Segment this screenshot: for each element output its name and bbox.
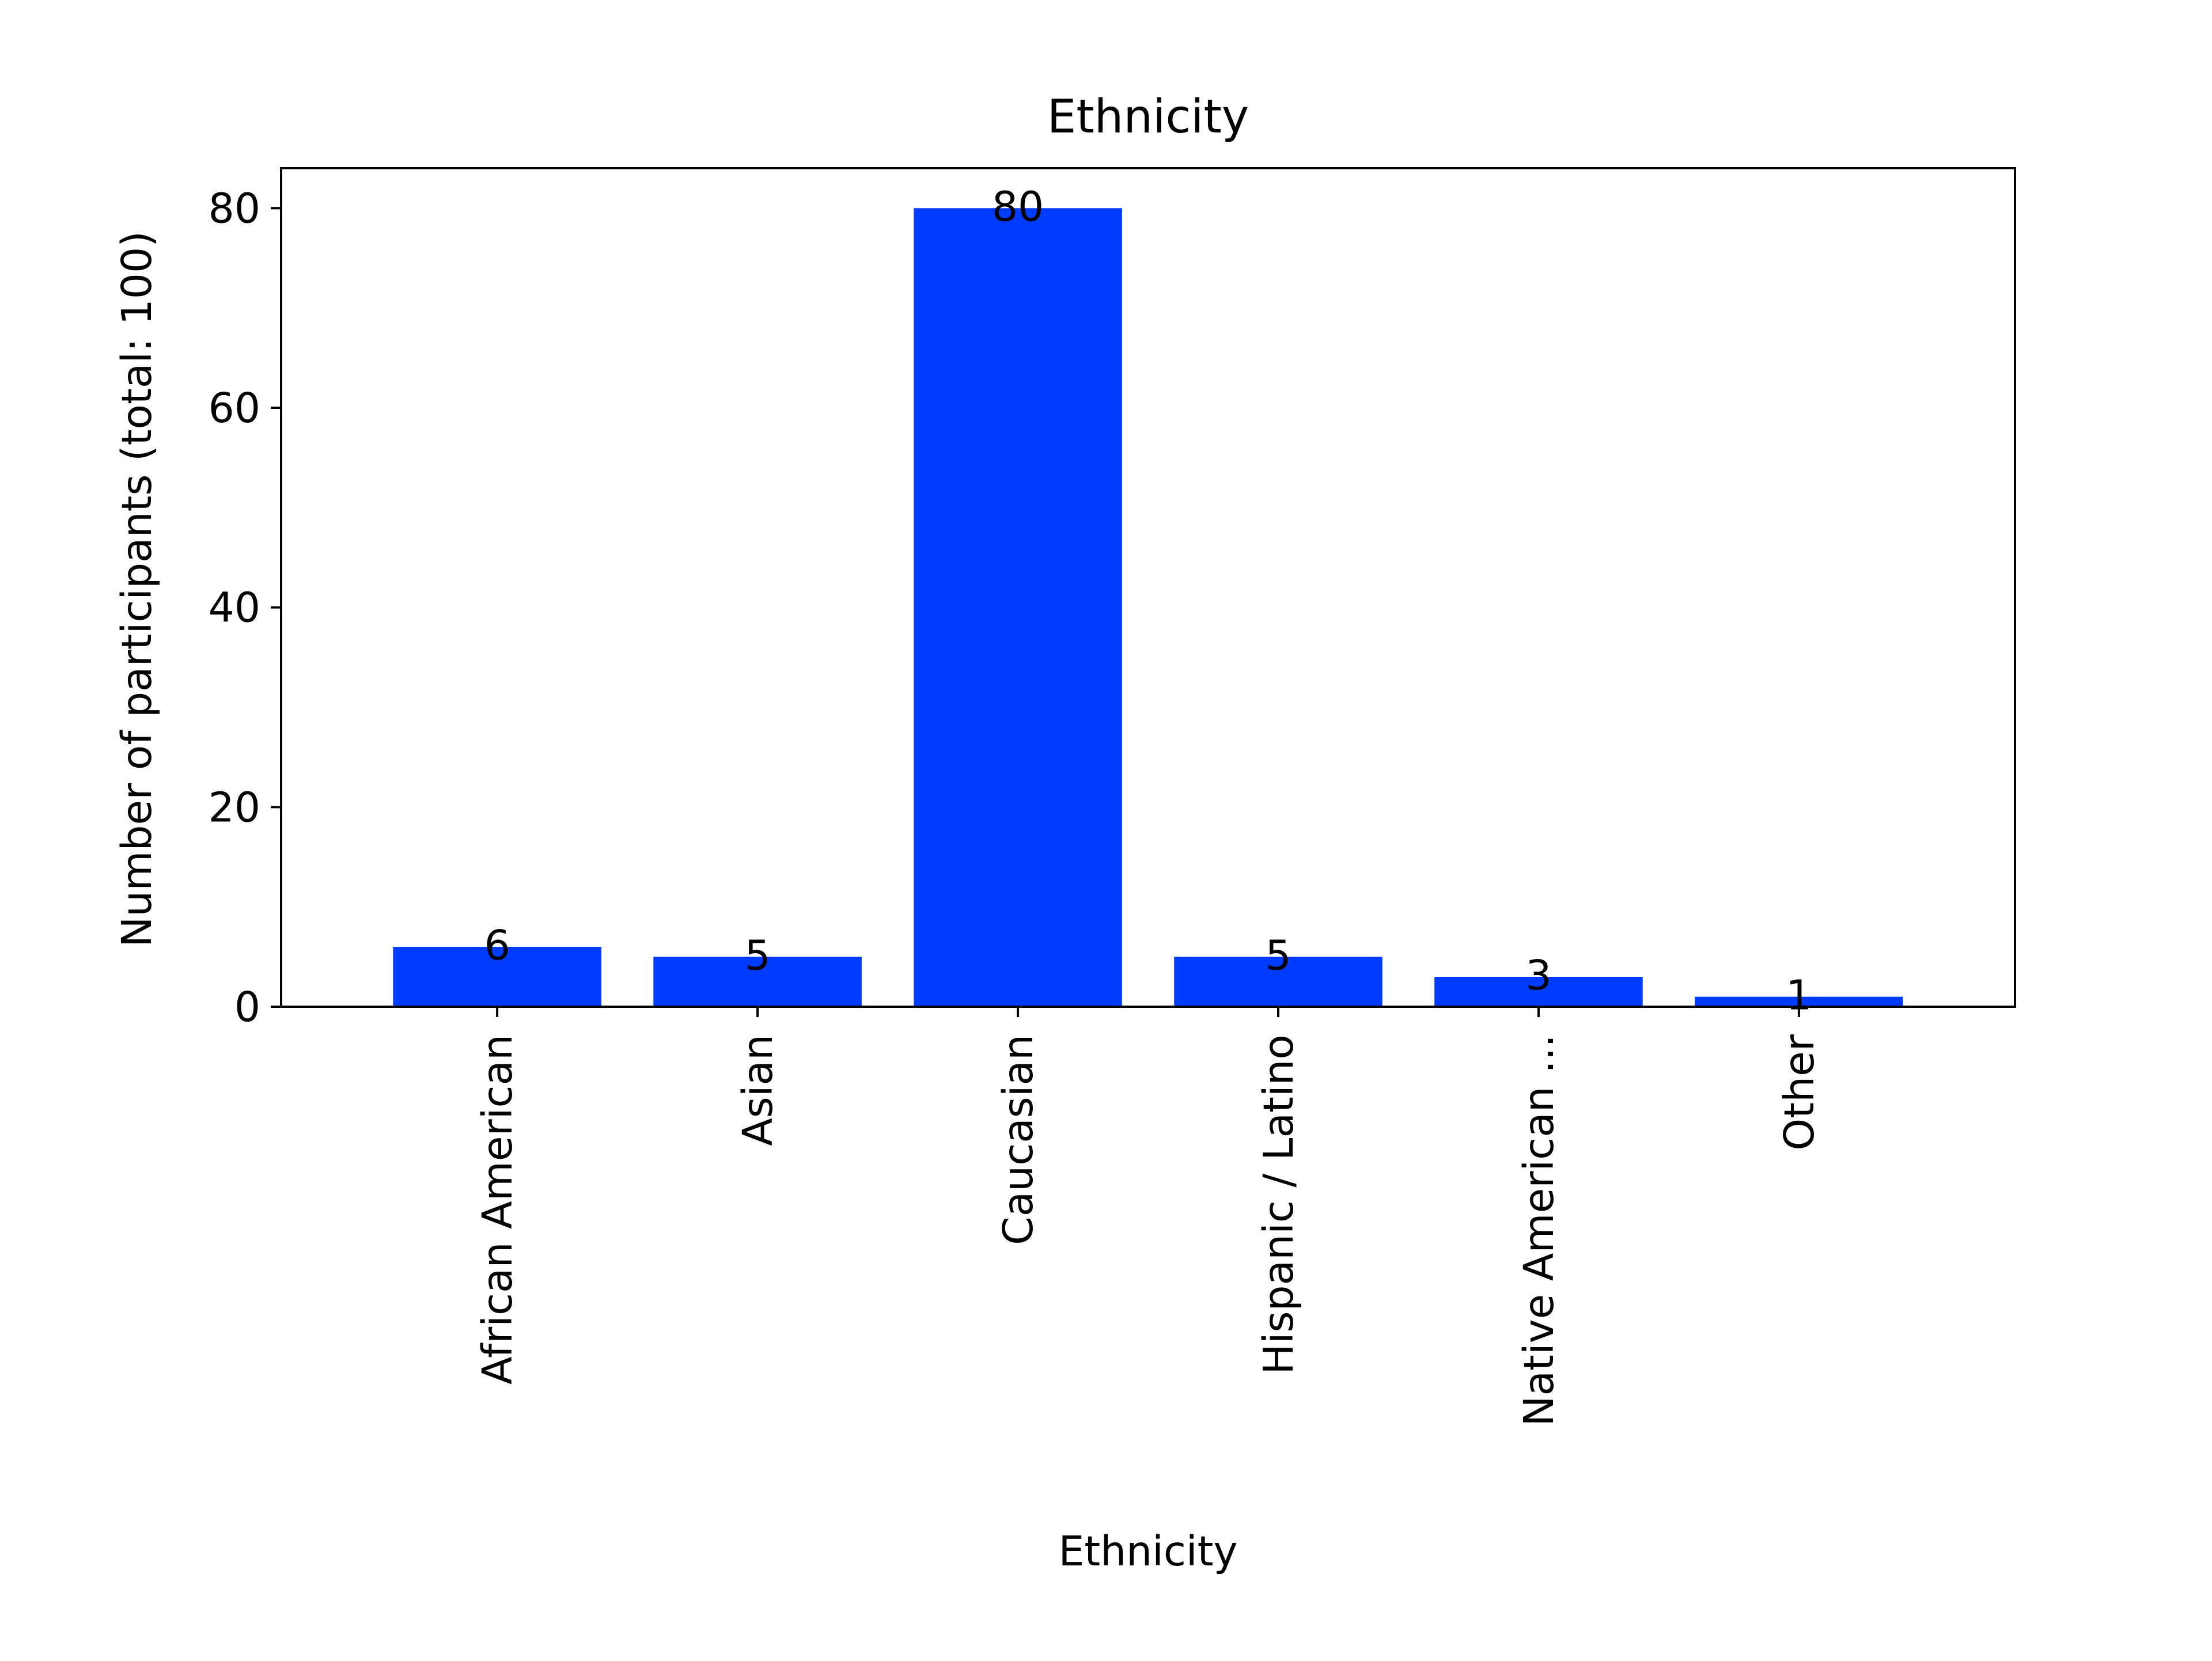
y-tick-label-2: 40 — [209, 584, 260, 632]
x-tick-label-0: African American — [474, 1034, 521, 1385]
x-tick-label-4: Native American ... — [1515, 1034, 1563, 1427]
bar-0 — [393, 947, 601, 1007]
data-label-4: 3 — [1525, 951, 1551, 999]
x-tick-label-1: Asian — [734, 1034, 782, 1146]
y-tick-label-4: 80 — [209, 184, 260, 232]
axes-frame — [280, 167, 2016, 1008]
x-tick-label-2: Caucasian — [994, 1034, 1042, 1245]
y-tick-label-0: 0 — [234, 983, 260, 1031]
x-tick-label-5: Other — [1775, 1034, 1823, 1150]
bar-4 — [1434, 977, 1643, 1007]
bar-2 — [914, 208, 1122, 1007]
data-label-2: 80 — [992, 183, 1044, 230]
x-axis-label: Ethnicity — [1058, 1527, 1237, 1575]
bar-3 — [1174, 957, 1382, 1007]
bar-1 — [653, 957, 862, 1007]
x-tick-label-3: Hispanic / Latino — [1255, 1034, 1302, 1375]
data-label-1: 5 — [744, 931, 770, 979]
chart-title: Ethnicity — [1047, 90, 1249, 143]
y-axis-label: Number of participants (total: 100) — [113, 231, 161, 947]
bar-5 — [1695, 996, 1903, 1007]
data-label-0: 6 — [484, 921, 510, 969]
data-label-3: 5 — [1265, 931, 1291, 979]
y-tick-label-3: 60 — [209, 384, 260, 432]
y-tick-label-1: 20 — [209, 783, 260, 831]
